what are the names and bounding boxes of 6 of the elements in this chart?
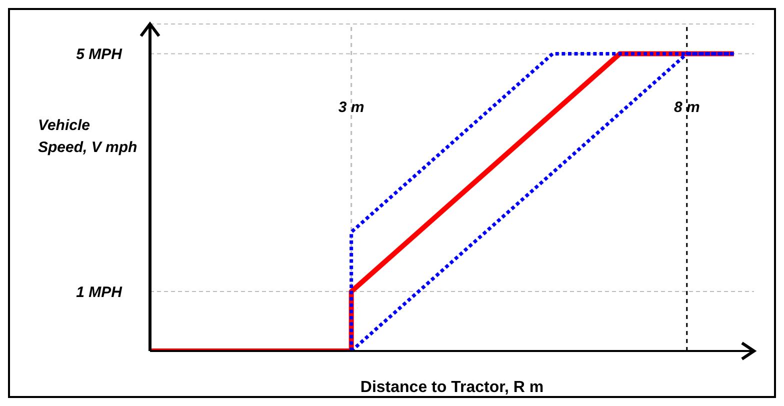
y-tick-label: 5 MPH <box>76 46 124 64</box>
y-tick-label: 1 MPH <box>76 284 124 301</box>
ref-line-label: 8 m <box>674 99 700 116</box>
ref-line-label: 3 m <box>338 99 364 116</box>
x-axis-title: Distance to Tractor, R m <box>360 379 544 396</box>
y-axis-title: Vehicle Speed, V mph <box>38 116 138 158</box>
